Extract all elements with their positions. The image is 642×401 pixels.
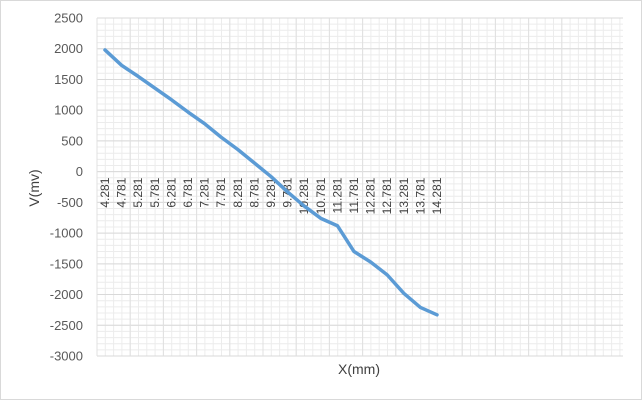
x-tick-label: 13.781 — [413, 177, 427, 214]
y-tick-label: -1500 — [50, 256, 83, 271]
x-tick-label: 7.781 — [214, 177, 228, 207]
x-tick-label: 6.781 — [181, 177, 195, 207]
x-tick-label: 14.281 — [430, 177, 444, 214]
y-axis-tick-labels: 2500 2000 1500 1000 500 0 -500 -1000 -1500 -2000 -… — [50, 11, 83, 364]
x-tick-label: 8.281 — [231, 177, 245, 207]
x-tick-label: 11.781 — [347, 177, 361, 213]
x-tick-label: 5.781 — [148, 177, 162, 207]
y-tick-label: -2000 — [50, 287, 83, 302]
y-tick-label: 1000 — [54, 103, 83, 118]
y-tick-label: 0 — [76, 164, 83, 179]
x-tick-label: 12.281 — [364, 177, 378, 214]
x-tick-label: 11.281 — [330, 177, 344, 213]
y-tick-label: 2500 — [54, 11, 83, 26]
x-tick-label: 6.281 — [164, 177, 178, 207]
y-tick-label: -2500 — [50, 318, 83, 333]
x-tick-label: 12.781 — [380, 177, 394, 214]
x-axis-title: X(mm) — [338, 361, 380, 377]
y-axis-title: V(mv) — [26, 169, 42, 206]
x-tick-label: 7.281 — [198, 177, 212, 207]
y-tick-label: -1000 — [50, 226, 83, 241]
y-tick-label: 500 — [61, 133, 83, 148]
x-tick-label: 4.781 — [115, 177, 129, 207]
y-tick-label: -3000 — [50, 349, 83, 364]
x-tick-label: 13.281 — [397, 177, 411, 214]
x-tick-label: 5.281 — [131, 177, 145, 207]
y-tick-label: 1500 — [54, 72, 83, 87]
y-tick-label: 2000 — [54, 41, 83, 56]
x-tick-label: 4.281 — [98, 177, 112, 207]
y-tick-label: -500 — [57, 195, 83, 210]
x-tick-label: 8.781 — [247, 177, 261, 207]
x-tick-label: 10.781 — [314, 177, 328, 214]
